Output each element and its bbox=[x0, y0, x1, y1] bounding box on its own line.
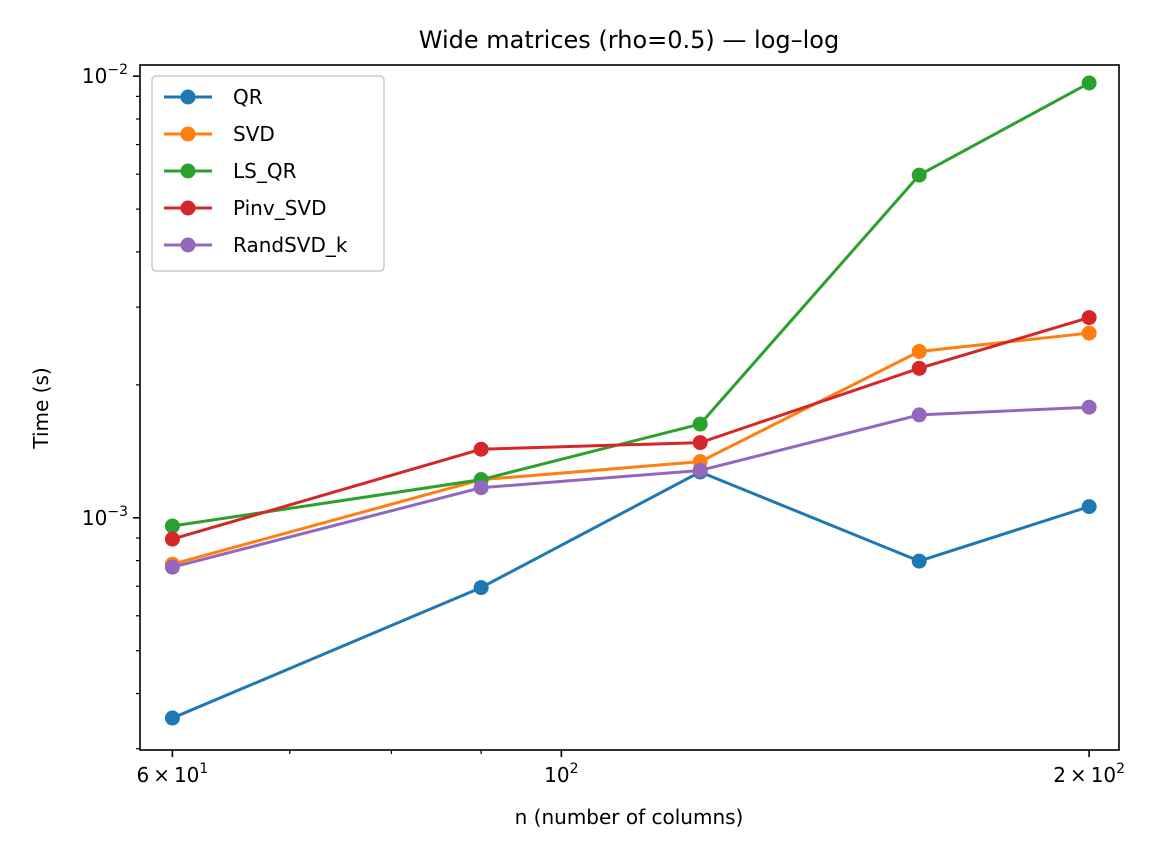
data-point-svd bbox=[1081, 325, 1097, 341]
data-point-qr bbox=[1081, 499, 1097, 515]
plot-area bbox=[164, 75, 1097, 726]
data-point-pinv-svd bbox=[473, 441, 489, 457]
y-axis-title: Time (s) bbox=[29, 367, 53, 449]
legend-label-svd: SVD bbox=[233, 122, 275, 146]
legend-marker-svd bbox=[180, 126, 196, 142]
legend-label-randsvd-k: RandSVD_k bbox=[233, 233, 348, 257]
data-point-randsvd-k bbox=[164, 559, 180, 575]
data-point-ls-qr bbox=[692, 416, 708, 432]
data-point-pinv-svd bbox=[164, 531, 180, 547]
legend-marker-qr bbox=[180, 89, 196, 105]
data-point-qr bbox=[473, 580, 489, 596]
x-tick-label: 2 × 102 bbox=[1053, 761, 1125, 787]
axes: 6 × 101 102 2 × 102 10−3 10−2 bbox=[82, 62, 1125, 787]
data-point-randsvd-k bbox=[1081, 399, 1097, 415]
legend-marker-ls-qr bbox=[180, 163, 196, 179]
data-point-ls-qr bbox=[911, 167, 927, 183]
data-point-qr bbox=[911, 553, 927, 569]
legend-label-ls-qr: LS_QR bbox=[233, 159, 297, 183]
legend-marker-randsvd-k bbox=[180, 237, 196, 253]
data-point-qr bbox=[164, 710, 180, 726]
chart-title: Wide matrices (rho=0.5) — log–log bbox=[419, 26, 839, 54]
legend-box bbox=[151, 75, 385, 272]
legend-label-qr: QR bbox=[233, 85, 263, 109]
y-tick-label: 10−3 bbox=[82, 504, 128, 530]
data-point-ls-qr bbox=[1081, 75, 1097, 91]
data-point-pinv-svd bbox=[911, 360, 927, 376]
axes-frame bbox=[139, 64, 1120, 751]
data-point-svd bbox=[911, 343, 927, 359]
data-point-randsvd-k bbox=[473, 480, 489, 496]
data-point-randsvd-k bbox=[692, 462, 708, 478]
data-point-pinv-svd bbox=[1081, 310, 1097, 326]
x-tick-label: 102 bbox=[544, 761, 578, 787]
data-point-randsvd-k bbox=[911, 407, 927, 423]
legend-label-pinv-svd: Pinv_SVD bbox=[233, 196, 326, 220]
x-axis-title: n (number of columns) bbox=[515, 805, 744, 829]
data-point-pinv-svd bbox=[692, 435, 708, 451]
y-tick-label: 10−2 bbox=[82, 62, 128, 88]
legend: QR SVD LS_QR Pinv_SVD RandSVD_k bbox=[151, 75, 385, 272]
x-tick-label: 6 × 101 bbox=[136, 761, 208, 787]
legend-marker-pinv-svd bbox=[180, 200, 196, 216]
data-point-ls-qr bbox=[164, 518, 180, 534]
